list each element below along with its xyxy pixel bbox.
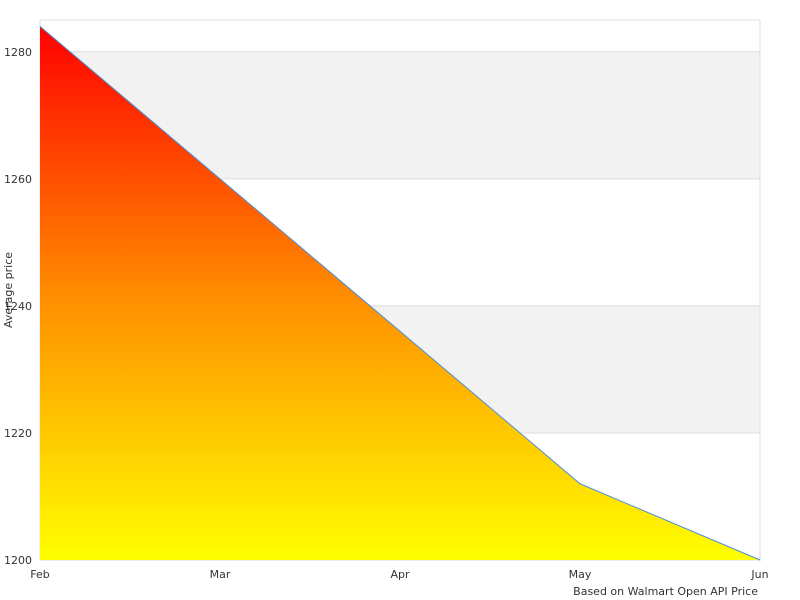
data-point[interactable] <box>39 25 41 27</box>
area-fill <box>40 26 760 560</box>
data-point[interactable] <box>219 178 221 180</box>
x-tick-label: Jun <box>750 568 768 581</box>
x-tick-label: Mar <box>210 568 231 581</box>
data-point[interactable] <box>399 330 401 332</box>
x-tick-label: Feb <box>30 568 49 581</box>
y-tick-label: 1240 <box>4 300 32 313</box>
x-tick-label: May <box>569 568 592 581</box>
area-series <box>39 25 761 561</box>
data-point[interactable] <box>579 483 581 485</box>
y-axis-ticks: 1200 1220 1240 1260 1280 <box>4 46 32 567</box>
x-tick-label: Apr <box>390 568 410 581</box>
y-tick-label: 1200 <box>4 554 32 567</box>
y-tick-label: 1260 <box>4 173 32 186</box>
data-point[interactable] <box>759 559 761 561</box>
y-tick-label: 1280 <box>4 46 32 59</box>
credit-text: Based on Walmart Open API Price <box>573 585 758 598</box>
x-axis-ticks: Feb Mar Apr May Jun <box>30 568 768 581</box>
y-tick-label: 1220 <box>4 427 32 440</box>
y-axis-label: Average price <box>2 252 15 328</box>
